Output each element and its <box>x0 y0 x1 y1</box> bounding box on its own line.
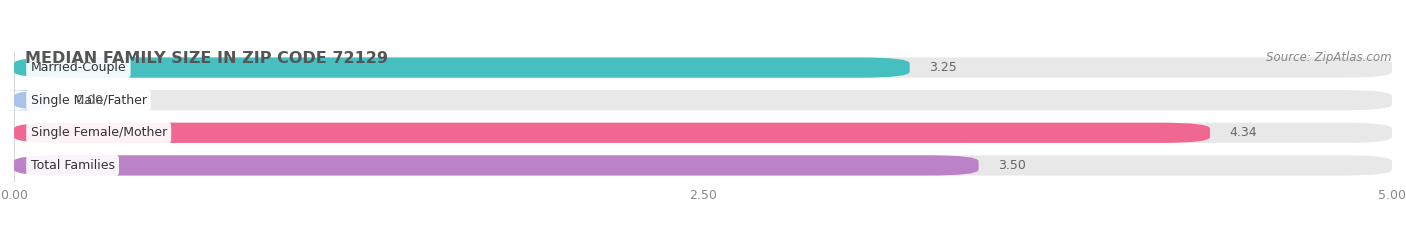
Text: 3.50: 3.50 <box>998 159 1026 172</box>
Text: Married-Couple: Married-Couple <box>31 61 127 74</box>
FancyBboxPatch shape <box>14 123 1392 143</box>
FancyBboxPatch shape <box>14 123 1211 143</box>
FancyBboxPatch shape <box>14 58 1392 78</box>
FancyBboxPatch shape <box>14 90 1392 110</box>
FancyBboxPatch shape <box>14 155 979 175</box>
FancyBboxPatch shape <box>0 90 63 110</box>
Text: 3.25: 3.25 <box>929 61 956 74</box>
FancyBboxPatch shape <box>14 155 1392 175</box>
FancyBboxPatch shape <box>14 58 910 78</box>
Text: 0.00: 0.00 <box>75 94 103 107</box>
Text: 4.34: 4.34 <box>1229 126 1257 139</box>
Text: Total Families: Total Families <box>31 159 115 172</box>
Text: Single Male/Father: Single Male/Father <box>31 94 146 107</box>
Text: MEDIAN FAMILY SIZE IN ZIP CODE 72129: MEDIAN FAMILY SIZE IN ZIP CODE 72129 <box>25 51 388 66</box>
Text: Single Female/Mother: Single Female/Mother <box>31 126 167 139</box>
Text: Source: ZipAtlas.com: Source: ZipAtlas.com <box>1267 51 1392 64</box>
